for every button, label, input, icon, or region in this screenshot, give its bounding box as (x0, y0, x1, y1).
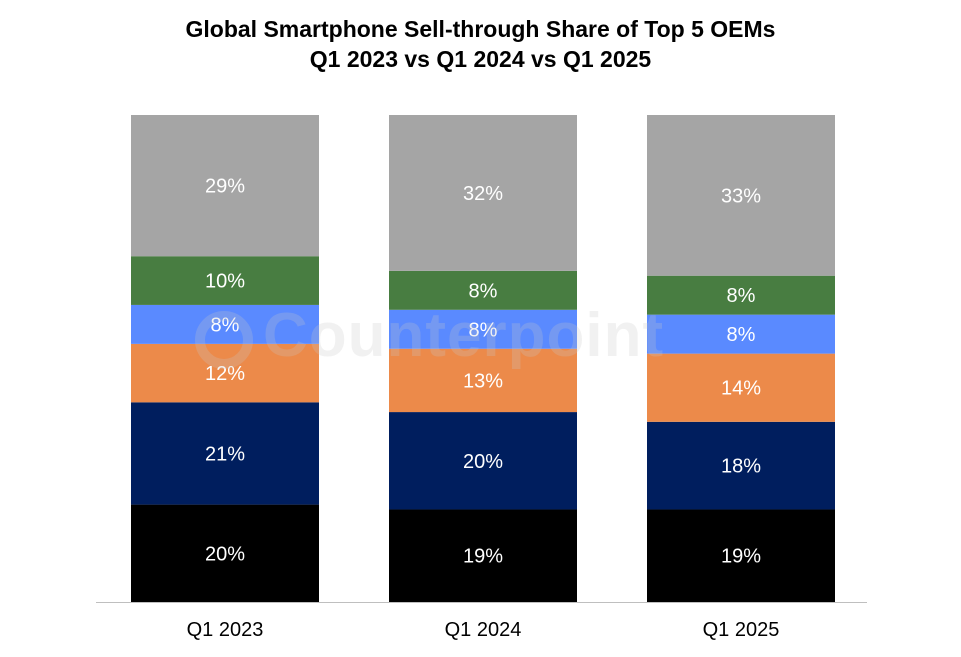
data-label: 18% (721, 456, 761, 478)
data-label: 14% (721, 378, 761, 400)
x-tick-label: Q1 2025 (703, 619, 780, 641)
data-label: 10% (205, 271, 245, 293)
bar-segment (647, 275, 835, 315)
watermark-text: Counterpoint (263, 301, 665, 370)
bar-segment (131, 504, 319, 602)
bar-segment (647, 115, 835, 276)
data-label: 12% (205, 363, 245, 385)
data-label: 20% (463, 451, 503, 473)
chart-title-line-2: Q1 2023 vs Q1 2024 vs Q1 2025 (309, 46, 652, 72)
bar-segment (131, 256, 319, 305)
data-label: 13% (463, 370, 503, 392)
chart-title: Global Smartphone Sell-through Share of … (0, 14, 961, 74)
bar-segment (389, 509, 577, 602)
data-label: 8% (469, 280, 498, 302)
bar-segment (131, 402, 319, 505)
data-label: 8% (727, 324, 756, 346)
bar-segment (647, 421, 835, 510)
bar-segment (389, 309, 577, 349)
bar-segment (389, 115, 577, 271)
data-label: 20% (205, 543, 245, 565)
x-tick-label: Q1 2023 (187, 619, 264, 641)
data-label: 8% (469, 319, 498, 341)
x-tick-label: Q1 2024 (445, 619, 522, 641)
bar-segment (647, 314, 835, 354)
data-label: 8% (727, 285, 756, 307)
data-label: 29% (205, 176, 245, 198)
bar-segment (647, 509, 835, 602)
data-label: 19% (721, 546, 761, 568)
bar-segment (389, 348, 577, 413)
data-label: 32% (463, 183, 503, 205)
bar-segment (647, 353, 835, 422)
data-label: 19% (463, 546, 503, 568)
bar-segment (389, 412, 577, 510)
chart-title-line-1: Global Smartphone Sell-through Share of … (185, 16, 776, 42)
data-label: 21% (205, 443, 245, 465)
watermark-logo: Counterpoint (195, 300, 664, 371)
bar-segment (131, 115, 319, 257)
data-label: 33% (721, 185, 761, 207)
bar-segment (389, 270, 577, 310)
